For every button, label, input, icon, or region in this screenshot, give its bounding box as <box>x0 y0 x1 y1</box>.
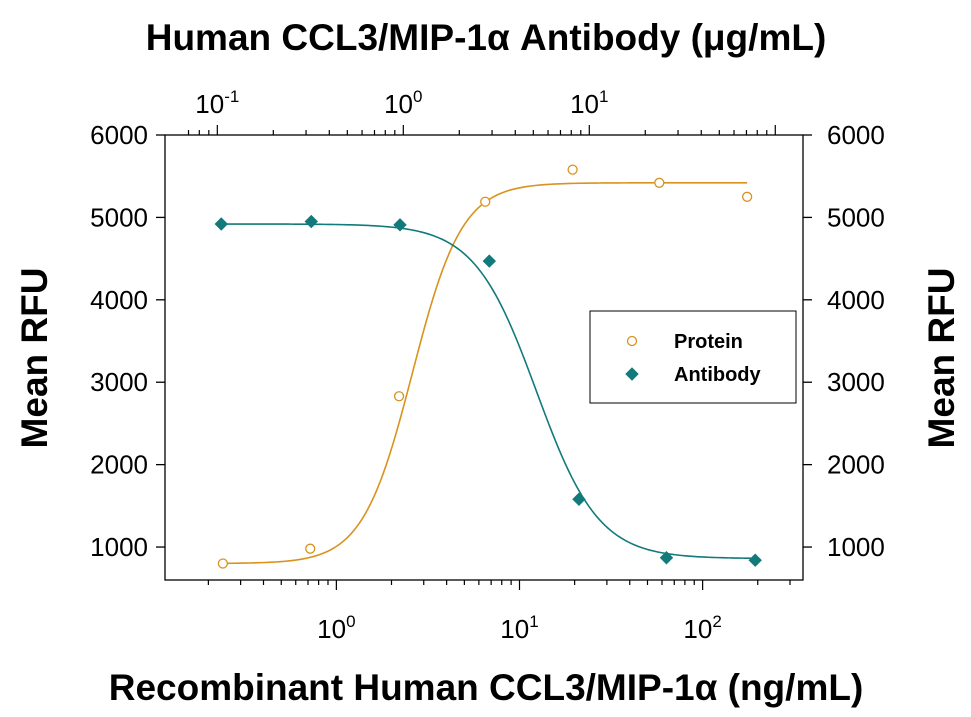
y-tick-label-right-6000: 6000 <box>827 120 885 150</box>
y-tick-label-right-5000: 5000 <box>827 202 885 232</box>
y-tick-label-left-3000: 3000 <box>90 367 148 397</box>
y-tick-label-right-2000: 2000 <box>827 450 885 480</box>
antibody-point-6 <box>748 553 762 567</box>
right-y-axis-title: Mean RFU <box>921 268 962 449</box>
protein-point-6 <box>741 191 753 202</box>
left-y-axis-title: Mean RFU <box>14 268 55 449</box>
legend-box <box>589 310 797 404</box>
protein-point-0 <box>217 558 229 569</box>
x-top-tick-label-1: 101 <box>570 87 608 119</box>
y-tick-label-right-4000: 4000 <box>827 285 885 315</box>
top-axis-title: Human CCL3/MIP-1α Antibody (μg/mL) <box>146 17 827 58</box>
y-tick-label-left-1000: 1000 <box>90 532 148 562</box>
x-bottom-tick-label-2: 102 <box>683 612 721 644</box>
antibody-point-4 <box>572 492 586 506</box>
legend-antibody-label: Antibody <box>674 364 762 386</box>
ticks-layer: 1000 1000 2000 2000 3000 3000 4000 4000 5000 5000… <box>90 87 885 644</box>
y-tick-label-left-5000: 5000 <box>90 202 148 232</box>
x-top-tick-label--1: 10-1 <box>195 87 239 119</box>
protein-point-2 <box>393 391 405 402</box>
protein-point-5 <box>654 177 665 188</box>
protein-point-4 <box>567 164 578 175</box>
legend-antibody-marker <box>625 367 639 381</box>
x-bottom-tick-label-0: 100 <box>317 612 355 644</box>
y-tick-label-right-3000: 3000 <box>827 367 885 397</box>
bottom-axis-title: Recombinant Human CCL3/MIP-1α (ng/mL) <box>109 667 864 708</box>
antibody-point-3 <box>482 254 497 268</box>
legend-protein-marker <box>626 335 638 347</box>
legend-protein-label: Protein <box>674 331 743 353</box>
antibody-point-2 <box>393 218 407 232</box>
protein-point-1 <box>305 543 316 554</box>
legend: Protein Antibody <box>589 310 797 404</box>
antibody-point-0 <box>214 217 228 231</box>
y-tick-label-left-6000: 6000 <box>90 120 148 150</box>
points-layer <box>214 164 762 569</box>
y-tick-label-left-2000: 2000 <box>90 450 148 480</box>
x-bottom-tick-label-1: 101 <box>500 612 538 644</box>
x-top-tick-label-0: 100 <box>384 87 422 119</box>
protein-point-3 <box>480 196 491 207</box>
y-tick-label-left-4000: 4000 <box>90 285 148 315</box>
plot-frame <box>164 134 804 581</box>
antibody-point-5 <box>659 551 674 565</box>
antibody-point-1 <box>304 214 318 229</box>
y-tick-label-right-1000: 1000 <box>827 532 885 562</box>
